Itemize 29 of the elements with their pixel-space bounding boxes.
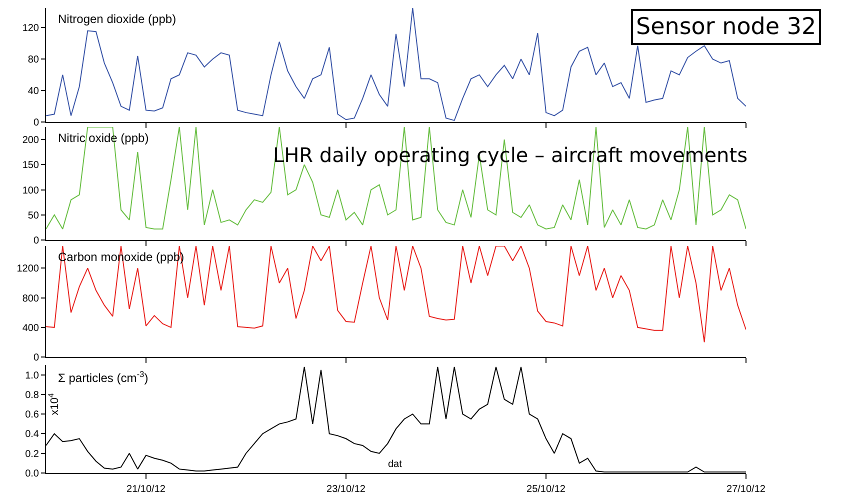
- y-tick-label: 0: [33, 352, 40, 364]
- y-tick-label: 120: [22, 23, 40, 34]
- y-tick-label: 0.2: [25, 448, 40, 460]
- y-tick-label: 0.0: [25, 468, 40, 480]
- y-tick-label: 40: [28, 86, 40, 98]
- y-tick-label: 0: [33, 118, 40, 128]
- y-tick-label: 0: [33, 235, 40, 246]
- y-tick-label: 800: [22, 293, 40, 304]
- line-series: [46, 246, 746, 343]
- y-tick-label: 150: [22, 160, 40, 171]
- y-tick-label: 50: [28, 210, 40, 221]
- y-tick-label: 0.8: [25, 390, 40, 401]
- y-tick-label: 400: [22, 322, 40, 334]
- y-tick-label: 200: [22, 134, 40, 146]
- annotation: Sensor node 32: [636, 14, 816, 40]
- y-axis-title: Nitrogen dioxide (ppb): [58, 12, 176, 26]
- y-axis-title: Σ particles (cm$^{-3}$): [58, 369, 148, 386]
- y-tick-label: 1.0: [25, 370, 40, 382]
- x-tick-label: 21/10/12: [126, 484, 166, 494]
- y-tick-label: 80: [28, 54, 40, 66]
- y-tick-label: 0.4: [25, 429, 40, 440]
- annotation: dat: [388, 459, 402, 470]
- y-tick-label: 0.6: [25, 410, 40, 421]
- x-tick-label: 27/10/12: [726, 484, 766, 494]
- y-tick-label: 100: [22, 184, 40, 196]
- x-tick-label: 23/10/12: [326, 484, 366, 494]
- line-series: [46, 126, 746, 229]
- x-tick-label: 25/10/12: [526, 484, 566, 494]
- y-tick-label: 1200: [16, 264, 40, 275]
